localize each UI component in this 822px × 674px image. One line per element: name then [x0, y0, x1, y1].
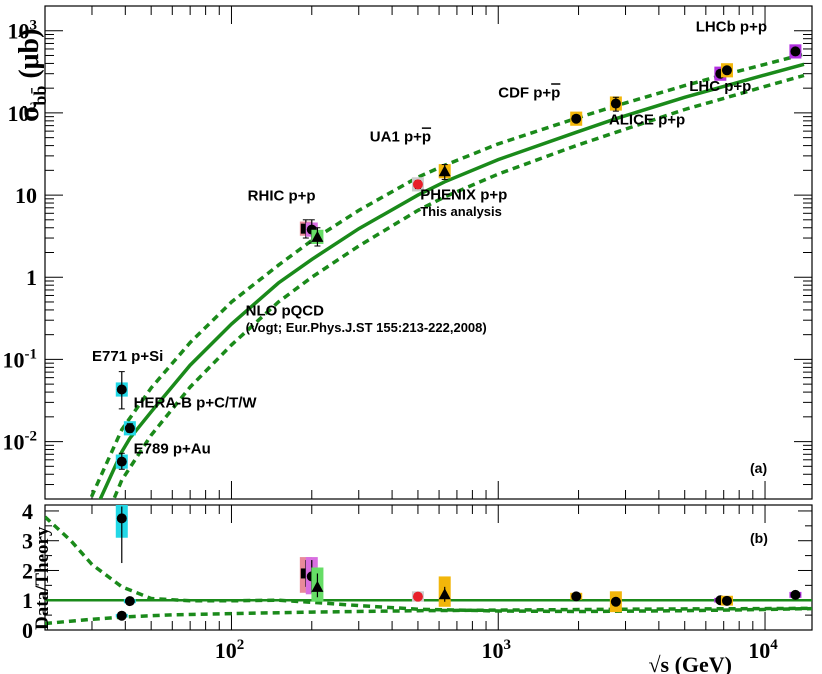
panel-a-label: (a)	[750, 460, 767, 476]
ratio-upper-curve	[45, 515, 812, 614]
panel-a-y-axis-title: σbb̄ (μb)	[12, 29, 50, 122]
annotation-label: PHENIX p+p	[420, 187, 507, 204]
panel-b-marker-triangle	[438, 588, 451, 600]
x-tick-label: 104	[748, 637, 778, 663]
panel-a-marker-circle	[124, 423, 135, 434]
panel-a-marker-circle	[790, 46, 801, 57]
annotation-label: UA1 p+p	[370, 128, 431, 145]
panel-b-marker-circle	[571, 591, 582, 602]
panel-b-marker-circle	[412, 591, 423, 602]
panel-a-marker-triangle	[311, 230, 324, 242]
panel-b-y-tick-label: 4	[22, 499, 33, 524]
panel-b-frame	[44, 504, 813, 631]
panel-a-y-tick-label: 103	[8, 18, 38, 44]
annotation-label: (Vogt; Eur.Phys.J.ST 155:213-222,2008)	[246, 320, 487, 335]
annotation-label: LHCb p+p	[696, 18, 767, 35]
panel-a-marker-circle	[721, 65, 732, 76]
panel-a-y-tick-label: 1	[26, 265, 37, 290]
x-tick-label: 103	[481, 637, 510, 663]
annotation-label: HERA-B p+C/T/W	[134, 394, 258, 411]
panel-a-y-tick-label: 10-2	[3, 429, 38, 455]
annotation-label: E789 p+Au	[134, 440, 211, 457]
panel-b-y-tick-label: 0	[22, 618, 33, 643]
panel-a-marker-circle	[412, 179, 423, 190]
panel-b-marker-circle	[790, 589, 801, 600]
panel-b-y-tick-label: 2	[22, 558, 33, 583]
nlo-lower-curve	[111, 73, 805, 499]
panel-b-marker-circle	[721, 595, 732, 606]
annotation-label: RHIC p+p	[248, 187, 316, 204]
panel-b-y-tick-label: 3	[22, 529, 33, 554]
panel-a-y-tick-label: 102	[8, 100, 38, 126]
annotation-label: CDF p+p	[498, 84, 560, 101]
panel-a-marker-circle	[116, 384, 127, 395]
panel-b-marker-circle	[116, 513, 127, 524]
panel-a-y-tick-label: 10-1	[3, 346, 38, 372]
nlo-central-curve	[98, 62, 805, 499]
annotation-label: NLO pQCD	[246, 303, 324, 320]
panel-b-marker-circle	[124, 596, 135, 607]
panel-b-y-tick-label: 1	[22, 588, 33, 613]
panel-b-marker-triangle	[311, 580, 324, 592]
x-axis-title: √s (GeV)	[648, 652, 732, 674]
panel-a-y-tick-label: 10	[15, 183, 37, 208]
panel-a-marker-triangle	[438, 165, 451, 177]
panel-a-marker-circle	[610, 98, 621, 109]
ratio-lower-curve	[45, 606, 812, 626]
annotation-label: This analysis	[420, 204, 502, 219]
panel-b-marker-circle	[116, 610, 127, 621]
panel-a-marker-circle	[116, 456, 127, 467]
panel-b-label: (b)	[750, 530, 768, 546]
panel-b-marker-circle	[610, 596, 621, 607]
x-tick-label: 102	[215, 637, 245, 663]
panel-a-marker-circle	[571, 113, 582, 124]
annotation-label: LHC p+p	[689, 78, 751, 95]
nlo-upper-curve	[88, 52, 805, 499]
panel-b-y-axis-title: Data/Theory	[32, 526, 53, 630]
annotation-label: E771 p+Si	[92, 348, 163, 365]
annotation-label: ALICE p+p	[609, 112, 685, 129]
